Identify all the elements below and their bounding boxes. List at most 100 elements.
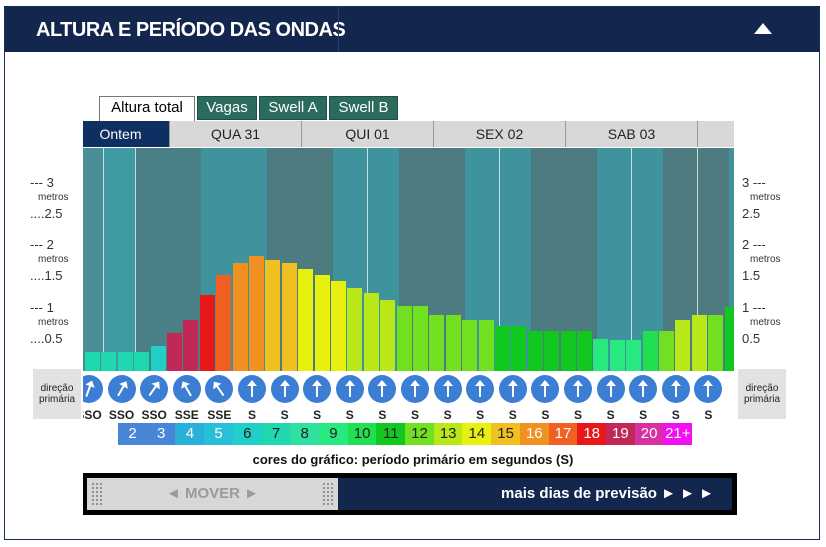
wave-bar[interactable]: [298, 269, 314, 371]
move-slider[interactable]: ◄ MOVER ►: [87, 478, 338, 510]
wave-bar[interactable]: [675, 320, 691, 371]
legend-cell: 11: [376, 423, 406, 445]
legend-cell: 20: [634, 423, 664, 445]
wave-bar[interactable]: [544, 331, 560, 371]
wave-bar[interactable]: [708, 314, 724, 371]
legend-cell: 16: [519, 423, 549, 445]
direction-arrow-icon: [107, 375, 136, 403]
wave-bar[interactable]: [560, 331, 576, 371]
wave-bar[interactable]: [101, 351, 117, 371]
chart-band-3: [135, 148, 169, 371]
direction-arrow-icon: [694, 375, 723, 403]
y-tick-major: --- 3: [30, 175, 54, 190]
direction-text: S: [280, 408, 289, 420]
day-divider-2: [135, 148, 136, 371]
wave-bar[interactable]: [134, 351, 150, 371]
legend-cell: 5: [204, 423, 234, 445]
wave-bar[interactable]: [577, 331, 592, 371]
gridline-3: [83, 244, 734, 245]
direction-arrow-icon: [661, 375, 690, 403]
legend-cell: 2: [118, 423, 147, 445]
direction-text: S: [606, 408, 615, 420]
direction-text: S: [410, 408, 419, 420]
direction-arrow-icon: [466, 375, 495, 403]
day-header-5: SAB 03: [565, 121, 697, 147]
wave-bar[interactable]: [347, 288, 363, 371]
wave-bar[interactable]: [85, 351, 100, 371]
wave-bar[interactable]: [265, 259, 281, 371]
wave-bar[interactable]: [183, 320, 199, 371]
wave-bar[interactable]: [232, 262, 248, 371]
legend-cell: 8: [290, 423, 320, 445]
direction-text: SSO: [108, 408, 135, 420]
y-tick-major: 1 ---: [742, 300, 766, 315]
more-forecast-days-button[interactable]: mais dias de previsão ► ► ►: [338, 478, 732, 510]
y-tick-minor: ....2.5: [30, 206, 63, 221]
direction-arrow-icon: [564, 375, 592, 403]
chart-band-2: [103, 148, 135, 371]
direction-arrow-icon: [335, 375, 364, 403]
wave-bar[interactable]: [363, 293, 379, 371]
wave-bar[interactable]: [314, 275, 330, 371]
wave-bar[interactable]: [331, 280, 346, 371]
direction-text: S: [671, 408, 680, 420]
wave-bar[interactable]: [626, 340, 642, 371]
wave-bar[interactable]: [150, 345, 166, 371]
tab-swell-b[interactable]: Swell B: [329, 96, 398, 120]
day-divider-6: [697, 148, 698, 371]
direction-text: S: [573, 408, 582, 420]
y-tick-major: 3 ---: [742, 175, 766, 190]
wave-bar[interactable]: [511, 326, 527, 371]
wave-bar[interactable]: [117, 351, 133, 371]
wave-bar[interactable]: [691, 314, 707, 371]
section-header[interactable]: ALTURA E PERÍODO DAS ONDAS: [5, 7, 819, 52]
direction-arrow-icon: [172, 375, 201, 403]
wave-bar[interactable]: [462, 320, 478, 371]
wave-chart[interactable]: Ontem QUA 31 QUI 01 SEX 02 SAB 03: [83, 121, 734, 371]
wave-bar[interactable]: [495, 326, 510, 371]
direction-text: S: [443, 408, 452, 420]
wave-bar[interactable]: [609, 340, 625, 371]
wave-bar[interactable]: [429, 314, 445, 371]
wave-bar[interactable]: [527, 331, 543, 371]
direction-arrow-icon: [238, 375, 266, 403]
gridline-2: [83, 212, 734, 213]
tab-altura-total[interactable]: Altura total: [99, 96, 195, 122]
wave-bar[interactable]: [659, 331, 674, 371]
day-header-2: QUA 31: [169, 121, 301, 147]
y-tick-major: --- 1: [30, 300, 54, 315]
direction-arrow-icon: [368, 375, 397, 403]
wave-bar[interactable]: [281, 262, 297, 371]
chart-band-17: [729, 148, 734, 371]
grip-dots-right: [322, 482, 334, 506]
direction-label-left: direção primária: [33, 369, 81, 419]
wave-bar[interactable]: [199, 294, 215, 371]
legend-cell: 4: [175, 423, 205, 445]
legend-cell: 7: [261, 423, 291, 445]
gridline-4: [83, 275, 734, 276]
wave-bar[interactable]: [249, 256, 264, 371]
wave-bar[interactable]: [724, 307, 734, 371]
wave-bar[interactable]: [216, 275, 232, 371]
wave-bar[interactable]: [396, 306, 412, 371]
tab-swell-a[interactable]: Swell A: [259, 96, 327, 120]
wave-bar[interactable]: [478, 320, 494, 371]
direction-arrow-icon: [303, 375, 332, 403]
y-tick-major: 2 ---: [742, 237, 766, 252]
wave-bar[interactable]: [642, 331, 658, 371]
direction-text: S: [247, 408, 256, 420]
wave-bar[interactable]: [593, 339, 609, 371]
direction-text: SSO: [141, 408, 167, 420]
direction-arrow-icon: [629, 375, 658, 403]
day-divider-4: [499, 148, 500, 371]
wave-bar[interactable]: [167, 332, 182, 371]
tab-vagas[interactable]: Vagas: [197, 96, 257, 120]
wave-bar[interactable]: [413, 306, 428, 371]
y-tick-minor: ....0.5: [30, 331, 63, 346]
wave-bar[interactable]: [380, 299, 396, 371]
wave-bar[interactable]: [445, 314, 461, 371]
legend-cell: 18: [577, 423, 607, 445]
direction-arrow-icon: [433, 375, 462, 403]
collapse-triangle-up-icon[interactable]: [754, 23, 772, 34]
y-unit-label: metros: [750, 317, 781, 328]
